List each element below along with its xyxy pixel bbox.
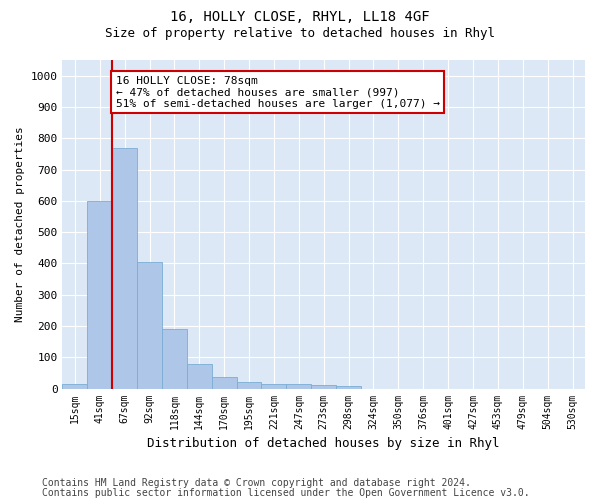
Bar [236,382,262,388]
X-axis label: Distribution of detached houses by size in Rhyl: Distribution of detached houses by size … [148,437,500,450]
Text: Size of property relative to detached houses in Rhyl: Size of property relative to detached ho… [105,28,495,40]
Text: 16, HOLLY CLOSE, RHYL, LL18 4GF: 16, HOLLY CLOSE, RHYL, LL18 4GF [170,10,430,24]
Text: 16 HOLLY CLOSE: 78sqm
← 47% of detached houses are smaller (997)
51% of semi-det: 16 HOLLY CLOSE: 78sqm ← 47% of detached … [116,76,440,109]
Bar [311,386,336,388]
Bar [212,376,236,388]
Bar [62,384,88,388]
Bar [137,262,162,388]
Text: Contains public sector information licensed under the Open Government Licence v3: Contains public sector information licen… [42,488,530,498]
Y-axis label: Number of detached properties: Number of detached properties [15,126,25,322]
Bar [112,148,137,388]
Bar [262,384,286,388]
Bar [286,384,311,388]
Bar [162,329,187,388]
Bar [187,364,212,388]
Text: Contains HM Land Registry data © Crown copyright and database right 2024.: Contains HM Land Registry data © Crown c… [42,478,471,488]
Bar [336,386,361,388]
Bar [88,201,112,388]
